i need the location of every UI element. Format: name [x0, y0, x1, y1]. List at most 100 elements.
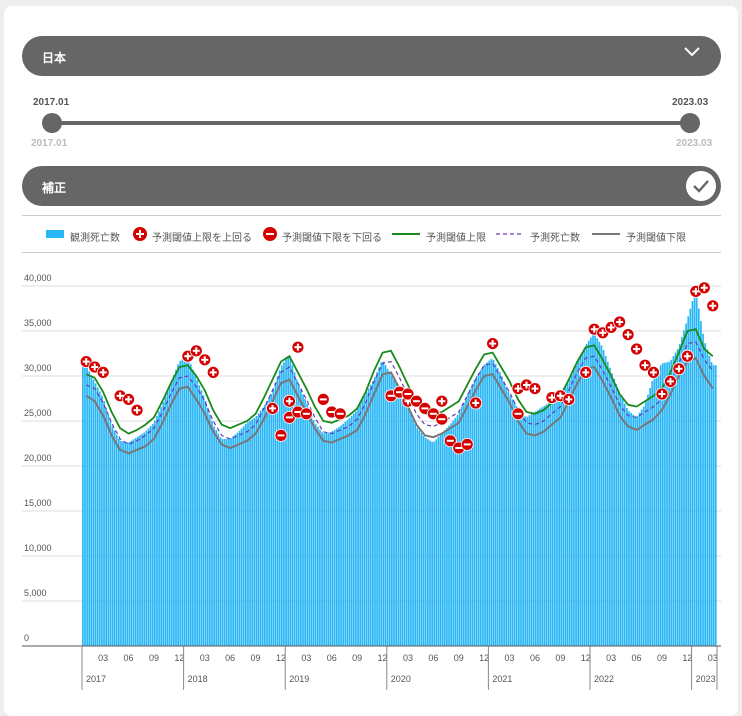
observed-bar: [397, 386, 400, 646]
observed-bar: [280, 365, 283, 646]
adjustment-checkbox[interactable]: [686, 171, 716, 201]
x-tick-label: 06: [530, 653, 540, 663]
above-upper-marker-plus-v: [271, 404, 274, 412]
observed-bar: [274, 382, 277, 646]
observed-bar: [209, 414, 211, 646]
below-lower-marker-minus: [438, 418, 446, 421]
x-tick-label: 06: [124, 653, 134, 663]
above-upper-marker-plus-v: [584, 368, 587, 376]
above-upper-marker-plus-v: [119, 392, 122, 400]
observed-bar: [681, 337, 683, 646]
observed-bar: [539, 408, 541, 646]
observed-bar: [465, 398, 467, 646]
observed-bar: [632, 414, 635, 646]
above-upper-marker-plus-v: [296, 343, 299, 351]
observed-bar: [685, 323, 687, 646]
observed-bar: [410, 414, 412, 646]
observed-bar: [708, 355, 711, 646]
observed-bar: [704, 343, 707, 646]
observed-bar: [101, 395, 103, 646]
observed-bar: [266, 401, 268, 646]
observed-bar: [350, 415, 353, 646]
observed-bar: [98, 391, 101, 646]
observed-bar: [289, 358, 292, 646]
observed-bar: [479, 369, 482, 646]
x-year-label: 2017: [86, 674, 106, 684]
x-year-label: 2019: [289, 674, 309, 684]
observed-bar: [587, 340, 590, 646]
observed-bar: [200, 390, 203, 646]
observed-bar: [316, 426, 319, 646]
x-tick-label: 09: [251, 653, 261, 663]
observed-bar: [132, 439, 135, 646]
observed-bar: [429, 440, 431, 646]
observed-bar: [183, 358, 186, 646]
divider-bottom: [22, 252, 721, 253]
observed-bar: [689, 308, 692, 646]
observed-bar: [244, 423, 247, 646]
observed-bar: [134, 437, 137, 646]
observed-bar: [702, 333, 704, 646]
x-tick-label: 03: [403, 653, 413, 663]
above-upper-marker-plus-v: [660, 390, 663, 398]
observed-bar: [355, 411, 357, 646]
observed-bar: [615, 384, 618, 646]
predicted-line: [85, 341, 714, 446]
observed-bar: [448, 425, 450, 646]
range-slider-end-handle[interactable]: [680, 113, 700, 133]
observed-bar: [232, 436, 234, 646]
observed-bar: [109, 421, 112, 646]
observed-bar: [253, 418, 256, 646]
observed-bar: [145, 430, 148, 646]
observed-bar: [141, 433, 143, 646]
observed-bar: [520, 411, 522, 646]
observed-bar: [577, 361, 580, 646]
observed-bar: [234, 434, 237, 646]
observed-bar: [264, 404, 266, 646]
observed-bar: [357, 408, 359, 646]
observed-bar: [628, 411, 630, 646]
observed-bar: [384, 365, 387, 646]
observed-bar: [549, 401, 552, 646]
observed-bar: [386, 368, 389, 646]
above-upper-marker-plus-v: [406, 397, 409, 405]
observed-bar: [460, 407, 463, 646]
observed-bar: [522, 414, 524, 646]
observed-bar: [659, 365, 662, 646]
below-lower-marker-minus: [387, 394, 395, 397]
observed-bar: [712, 365, 715, 646]
range-slider-start-handle[interactable]: [42, 113, 62, 133]
adjustment-toggle[interactable]: 補正: [22, 166, 721, 206]
observed-bar: [416, 427, 419, 646]
divider-top: [22, 215, 721, 216]
observed-bar: [498, 372, 501, 646]
region-select[interactable]: 日本: [22, 36, 721, 76]
range-slider-track[interactable]: [52, 121, 690, 125]
below-lower-marker-minus: [277, 434, 285, 437]
observed-bar: [463, 402, 465, 646]
observed-bar: [170, 380, 173, 646]
observed-bar: [255, 416, 258, 646]
x-year-label: 2020: [391, 674, 411, 684]
observed-bar: [431, 441, 433, 646]
above-upper-marker-plus-v: [93, 363, 96, 371]
observed-bar: [537, 409, 539, 646]
observed-bar: [202, 395, 205, 646]
y-tick-label: 20,000: [24, 453, 52, 463]
observed-bar: [371, 381, 374, 646]
below-lower-marker-minus: [319, 398, 327, 401]
above-upper-marker-plus-v: [525, 381, 528, 389]
observed-bar: [206, 407, 209, 646]
observed-bar: [363, 396, 366, 646]
observed-bar: [467, 393, 469, 646]
observed-bar: [158, 411, 160, 646]
observed-bar: [492, 360, 495, 646]
observed-bar: [422, 435, 425, 646]
legend-line-swatch: [592, 233, 620, 235]
above-upper-marker-plus-v: [288, 397, 291, 405]
observed-bar: [336, 428, 338, 646]
observed-bar: [321, 432, 323, 646]
observed-bar: [494, 364, 497, 646]
observed-bar: [113, 430, 116, 646]
observed-bar: [323, 433, 326, 646]
